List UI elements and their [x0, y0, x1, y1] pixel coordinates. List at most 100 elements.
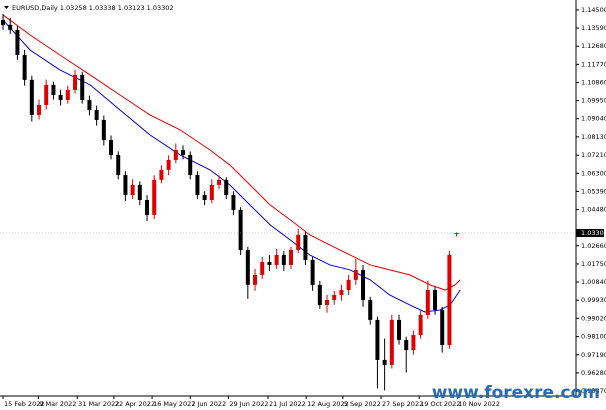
candle-body	[166, 159, 171, 170]
candle-body	[289, 249, 294, 265]
y-tick-label: 1.11770	[581, 60, 606, 68]
candle-body	[8, 24, 13, 30]
y-tick-label: 1.04480	[581, 206, 606, 214]
y-tick-label: 1.13590	[581, 24, 606, 32]
y-tick-label: 0.99930	[581, 296, 606, 304]
x-tick-label: 9 Mar 2022	[39, 400, 76, 408]
candle-body	[209, 184, 214, 200]
candle-body	[404, 340, 409, 350]
candle-body	[296, 234, 301, 250]
y-tick-label: 1.05390	[581, 187, 606, 195]
candle-body	[418, 314, 423, 336]
y-tick-label: 1.08130	[581, 133, 606, 141]
candle-body	[425, 290, 430, 315]
last-price-label: 1.03302	[581, 229, 606, 237]
y-tick-label: 0.97190	[581, 351, 606, 359]
y-tick-label: 1.14500	[581, 6, 606, 14]
candle-body	[65, 90, 70, 100]
moving-average	[2, 19, 461, 313]
y-tick-label: 1.06300	[581, 169, 606, 177]
candle-body	[281, 254, 286, 265]
candle-body	[454, 233, 459, 235]
candle-body	[389, 319, 394, 365]
candle-body	[37, 104, 42, 115]
candle-body	[94, 109, 99, 120]
menu-arrow	[4, 6, 9, 9]
candle-body	[15, 29, 20, 55]
x-tick-label: 29 Jun 2022	[229, 400, 268, 408]
candle-body	[274, 254, 279, 265]
candle-body	[58, 95, 63, 100]
candle-body	[145, 199, 150, 215]
watermark: www.forexre.com	[432, 383, 600, 403]
moving-average	[2, 14, 461, 291]
candle-body	[137, 184, 142, 200]
candle-body	[411, 335, 416, 350]
candle-body	[440, 309, 445, 346]
candle-body	[130, 184, 135, 196]
candle-body	[181, 149, 186, 155]
x-tick-label: 15 Feb 2022	[4, 400, 44, 408]
candle-body	[368, 299, 373, 320]
candle-body	[51, 84, 56, 96]
candle-body	[217, 179, 222, 185]
candle-body	[253, 274, 258, 285]
candle-body	[44, 84, 49, 105]
x-tick-label: 10 Nov 2022	[458, 400, 500, 408]
chart-title: EURUSD,Daily 1.03258 1.03338 1.03123 1.0…	[12, 4, 174, 12]
candle-body	[29, 79, 34, 115]
candle-body	[238, 209, 243, 250]
y-tick-label: 1.02660	[581, 242, 606, 250]
candle-body	[202, 195, 207, 200]
y-tick-label: 1.09950	[581, 97, 606, 105]
candle-body	[188, 154, 193, 175]
candle-body	[382, 359, 387, 365]
candle-body	[80, 74, 85, 100]
y-tick-label: 1.10860	[581, 78, 606, 86]
candle-body	[116, 154, 121, 175]
candle-body	[231, 195, 236, 210]
candle-body	[361, 269, 366, 300]
y-tick-label: 1.01750	[581, 260, 606, 268]
x-tick-label: 21 Jul 2022	[269, 400, 306, 408]
candle-body	[332, 295, 337, 300]
candle-body	[303, 234, 308, 260]
candle-body	[1, 19, 6, 25]
candle-body	[375, 319, 380, 360]
y-tick-label: 0.98100	[581, 333, 606, 341]
y-tick-label: 1.09040	[581, 115, 606, 123]
candle-body	[101, 119, 106, 141]
candle-body	[123, 174, 128, 196]
y-tick-label: 0.99020	[581, 314, 606, 322]
y-tick-label: 0.95370	[581, 387, 606, 395]
candle-body	[173, 149, 178, 160]
candle-body	[109, 140, 114, 155]
y-tick-label: 1.07210	[581, 151, 606, 159]
candle-body	[22, 54, 27, 80]
candle-body	[159, 169, 164, 180]
candle-body	[267, 261, 272, 265]
candle-body	[73, 74, 78, 91]
candle-body	[346, 279, 351, 291]
candle-body	[245, 249, 250, 285]
x-tick-label: 12 Aug 2022	[307, 400, 349, 408]
candle-body	[260, 261, 265, 275]
x-tick-label: 19 Oct 2022	[420, 400, 460, 408]
candle-body	[447, 254, 452, 346]
candle-body	[87, 99, 92, 110]
candle-body	[397, 319, 402, 341]
candle-body	[310, 259, 315, 285]
candle-body	[339, 290, 344, 296]
candle-body	[353, 269, 358, 280]
x-tick-label: 7 Jun 2022	[191, 400, 226, 408]
candle-body	[224, 179, 229, 196]
x-tick-label: 5 Sep 2022	[344, 400, 381, 408]
x-tick-label: 22 Apr 2022	[115, 400, 155, 408]
candle-body	[152, 179, 157, 215]
last-price-box	[576, 229, 604, 238]
candle-body	[317, 284, 322, 305]
y-tick-label: 1.12680	[581, 42, 606, 50]
candle-body	[195, 174, 200, 196]
